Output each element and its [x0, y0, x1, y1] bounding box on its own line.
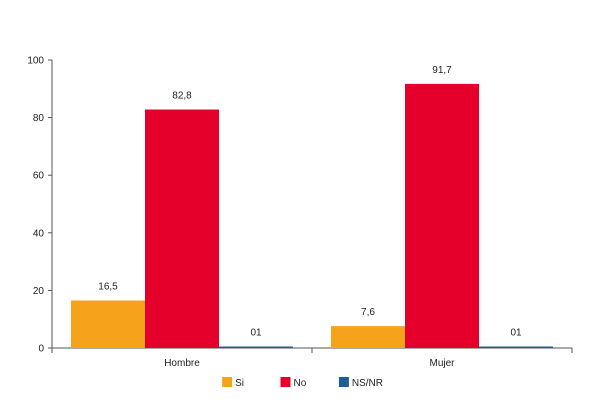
data-label: 01 — [250, 328, 262, 339]
y-tick-label: 40 — [33, 228, 45, 239]
bar-no — [145, 109, 219, 348]
bar-ns-nr — [219, 346, 293, 348]
bar-si — [71, 300, 145, 348]
legend-label: No — [294, 378, 307, 389]
legend-swatch — [338, 377, 349, 387]
y-tick-label: 0 — [38, 344, 44, 355]
y-tick-label: 20 — [33, 286, 45, 297]
data-label: 16,5 — [98, 281, 118, 292]
y-tick-label: 60 — [33, 171, 45, 182]
legend-label: NS/NR — [352, 378, 383, 389]
legend-swatch — [280, 377, 291, 387]
x-category-label: Hombre — [164, 358, 200, 369]
y-tick-label: 100 — [27, 56, 44, 67]
x-category-label: Mujer — [429, 358, 455, 369]
data-label: 01 — [510, 328, 522, 339]
bar-ns-nr — [479, 346, 553, 348]
bar-no — [405, 83, 479, 349]
data-label: 91,7 — [432, 65, 452, 76]
data-label: 7,6 — [361, 307, 375, 318]
data-label: 82,8 — [172, 91, 192, 102]
bar-si — [331, 326, 405, 348]
legend-swatch — [222, 377, 233, 387]
legend-label: Si — [235, 378, 244, 389]
y-tick-label: 80 — [33, 113, 45, 124]
